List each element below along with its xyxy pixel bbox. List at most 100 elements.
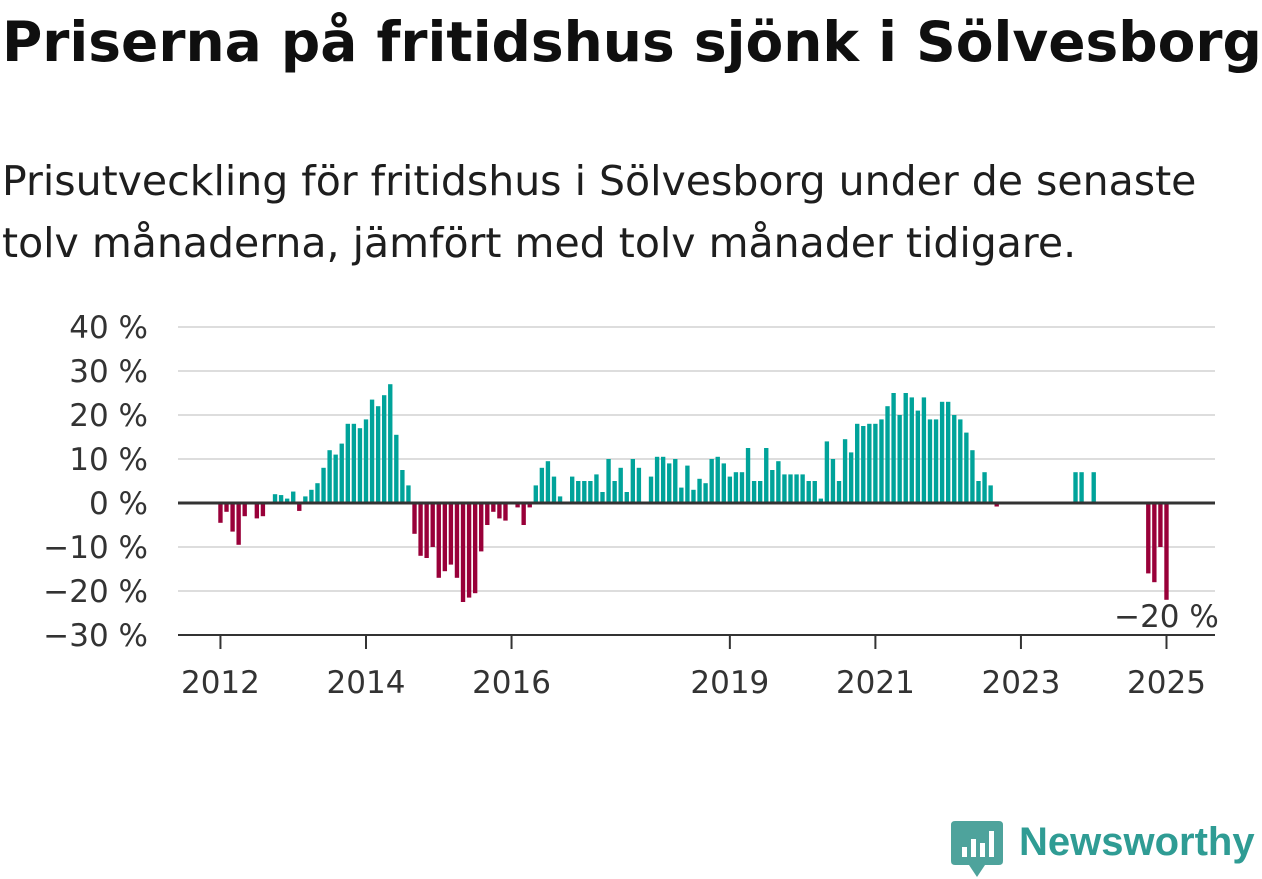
bar-2021-10 <box>927 419 933 503</box>
bar-2018-03 <box>667 463 672 503</box>
bar-2020-06 <box>830 459 836 503</box>
bar-2016-12 <box>576 481 581 503</box>
bar-2024-01 <box>1091 472 1096 503</box>
bar-2012-05 <box>242 503 247 517</box>
y-tick-label: −30 % <box>43 618 148 654</box>
bar-2020-11 <box>861 426 866 503</box>
bar-2022-08 <box>988 485 993 503</box>
bar-2022-07 <box>982 472 987 503</box>
bar-2020-01 <box>800 474 805 503</box>
bar-2013-07 <box>327 450 332 503</box>
bar-2019-07 <box>764 448 769 503</box>
bar-2013-03 <box>303 496 308 503</box>
bar-2019-01 <box>727 476 733 503</box>
y-axis-tick-labels: 40 % 30 % 20 % 10 % 0 % −10 % −20 % −30 % <box>43 310 148 654</box>
y-tick-label: −20 % <box>43 574 148 610</box>
bar-2013-05 <box>315 483 320 503</box>
bar-2015-05 <box>460 503 466 602</box>
bar-2019-11 <box>788 474 793 503</box>
bar-2015-09 <box>485 503 490 525</box>
bar-2018-07 <box>691 489 696 503</box>
bar-2020-02 <box>806 481 811 503</box>
bar-2019-08 <box>770 470 775 503</box>
bar-2014-02 <box>369 399 375 503</box>
bar-2018-10 <box>709 459 714 503</box>
newsworthy-logo-icon <box>951 821 1003 877</box>
y-tick-label: −10 % <box>43 530 148 566</box>
bar-2013-02 <box>297 503 302 511</box>
bar-2019-06 <box>757 481 763 503</box>
bar-2017-07 <box>618 467 623 503</box>
x-tick-label: 2019 <box>690 665 769 701</box>
bar-2022-04 <box>964 432 969 503</box>
bar-2021-02 <box>879 419 884 503</box>
bar-2020-10 <box>855 423 860 503</box>
x-tick-label: 2023 <box>981 665 1060 701</box>
bar-2018-01 <box>654 456 660 503</box>
bar-2014-12 <box>430 503 435 547</box>
bar-2012-11 <box>278 495 284 503</box>
bar-2013-10 <box>345 423 350 503</box>
bar-2021-04 <box>891 393 896 503</box>
bar-2016-06 <box>539 467 545 503</box>
bar-2019-04 <box>745 448 751 503</box>
x-tick-label: 2021 <box>836 665 915 701</box>
last-value-annotation: −20 % <box>1111 596 1222 638</box>
bar-2014-09 <box>412 503 417 534</box>
bar-2018-06 <box>685 465 690 503</box>
bar-2015-08 <box>479 503 484 552</box>
bar-2016-08 <box>551 476 557 503</box>
bar-2021-06 <box>903 393 908 503</box>
bar-2017-12 <box>648 476 654 503</box>
bar-2018-02 <box>660 456 666 503</box>
bar-2020-09 <box>848 452 854 503</box>
bar-2013-08 <box>333 454 338 503</box>
bar-2013-01 <box>291 491 296 503</box>
bar-2020-05 <box>824 441 830 503</box>
bar-2014-06 <box>394 434 399 503</box>
bar-2017-06 <box>612 481 617 503</box>
bar-2019-12 <box>794 474 799 503</box>
bar-2012-04 <box>236 503 241 545</box>
bar-2016-11 <box>570 476 575 503</box>
bar-2018-12 <box>721 463 726 503</box>
bar-2014-08 <box>406 485 411 503</box>
bar-2019-05 <box>751 481 757 503</box>
x-tick-label: 2012 <box>181 665 260 701</box>
y-tick-label: 20 % <box>69 398 148 434</box>
bar-2022-05 <box>970 450 975 503</box>
bar-chart: 40 %30 %20 %10 %0 %−10 %−20 %−30 % 2012 2… <box>43 310 1222 701</box>
bar-2021-07 <box>909 397 914 503</box>
bar-2024-11 <box>1152 503 1157 583</box>
bar-2014-07 <box>400 470 405 503</box>
bar-2012-07 <box>254 503 260 519</box>
bar-2017-10 <box>636 467 642 503</box>
bar-2014-01 <box>363 419 369 503</box>
x-tick-label: 2014 <box>327 665 406 701</box>
bar-2017-02 <box>588 481 593 503</box>
bar-2019-10 <box>782 474 787 503</box>
bar-2015-06 <box>466 503 472 598</box>
bar-2021-01 <box>873 423 878 503</box>
bar-2013-09 <box>339 443 344 503</box>
bar-2020-08 <box>842 439 848 503</box>
brand-name: Newsworthy <box>1019 820 1255 864</box>
bar-2020-07 <box>836 481 842 503</box>
bar-2016-05 <box>533 485 538 503</box>
bar-2015-04 <box>454 503 460 578</box>
bar-2012-08 <box>260 503 266 517</box>
bar-2016-09 <box>557 496 563 503</box>
bar-2016-03 <box>521 503 526 525</box>
x-axis-ticks: 2012 2014 2016 2019 2021 2023 2025 <box>181 635 1206 701</box>
bar-2015-07 <box>472 503 478 594</box>
bar-2024-10 <box>1146 503 1151 574</box>
y-tick-label: 10 % <box>69 442 148 478</box>
y-tick-label: 30 % <box>69 354 148 390</box>
bar-2012-10 <box>272 494 278 503</box>
bar-2017-04 <box>600 492 605 503</box>
last-value-label: −20 % <box>1114 599 1219 635</box>
bar-2023-10 <box>1073 472 1078 503</box>
bar-2018-08 <box>697 478 702 503</box>
bar-2020-12 <box>867 423 872 503</box>
bar-2022-02 <box>952 415 957 503</box>
